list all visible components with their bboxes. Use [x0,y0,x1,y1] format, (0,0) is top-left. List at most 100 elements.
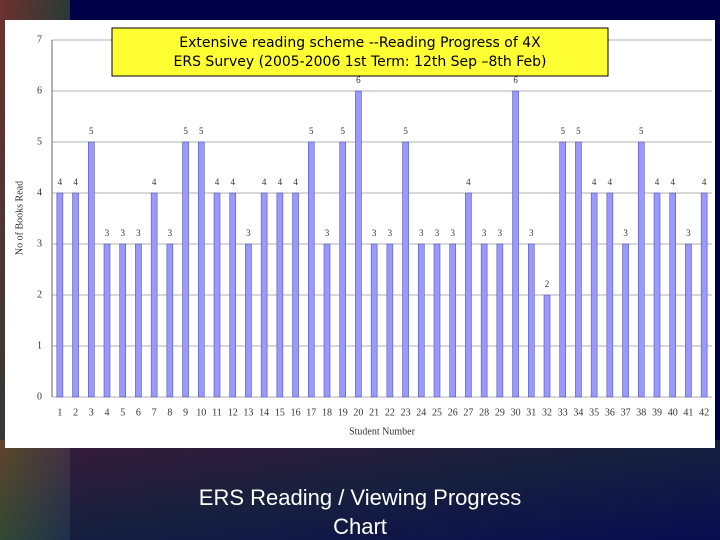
bar [669,192,677,398]
bar [213,192,221,398]
x-tick-label: 13 [243,407,253,418]
bar [87,141,95,398]
bar [496,243,504,398]
bar [637,141,645,398]
data-label: 5 [183,126,188,136]
x-tick-label: 16 [291,407,301,418]
x-tick-label: 7 [152,407,157,418]
x-tick-label: 21 [369,407,379,418]
data-label: 5 [199,126,204,136]
x-tick-label: 42 [699,407,709,418]
data-label: 5 [560,126,565,136]
x-tick-label: 4 [105,407,110,418]
x-tick-label: 27 [463,407,473,418]
data-label: 4 [73,177,78,187]
x-tick-label: 29 [495,407,505,418]
data-label: 4 [466,177,471,187]
bar [606,192,614,398]
data-label: 3 [686,228,691,238]
data-label: 5 [340,126,345,136]
x-tick-label: 33 [558,407,568,418]
bar [166,243,174,398]
data-label: 3 [120,228,125,238]
y-tick-label: 4 [37,187,42,198]
data-label: 3 [419,228,424,238]
x-tick-label: 14 [259,407,269,418]
data-label: 6 [513,75,518,85]
data-label: 3 [325,228,330,238]
bar [245,243,252,398]
y-tick-label: 6 [37,85,42,96]
data-label: 5 [309,126,314,136]
y-tick-label: 0 [37,391,42,402]
bar [622,243,629,398]
data-label: 4 [230,177,235,187]
x-tick-label: 32 [542,407,552,418]
x-tick-label: 8 [167,407,172,418]
bar [370,243,378,398]
x-tick-label: 15 [275,407,285,418]
chart-title: ERS Survey (2005-2006 1st Term: 12th Sep… [174,54,547,70]
x-tick-label: 23 [401,407,411,418]
data-label: 3 [105,228,110,238]
x-tick-label: 5 [120,407,125,418]
bar [559,141,567,398]
title-box [111,27,609,77]
data-label: 4 [293,177,298,187]
data-label: 5 [89,126,94,136]
bar [386,243,394,398]
bar [402,141,409,398]
x-tick-label: 2 [73,407,78,418]
bar [56,192,64,398]
x-tick-label: 12 [228,407,238,418]
x-tick-label: 37 [621,407,631,418]
bar [700,192,708,398]
decoration [0,440,720,540]
data-label: 3 [623,228,628,238]
data-label: 4 [278,177,283,187]
x-tick-label: 40 [668,407,678,418]
x-tick-label: 41 [683,407,693,418]
data-label: 4 [592,177,597,187]
y-tick-label: 2 [37,289,42,300]
data-label: 3 [450,228,455,238]
data-label: 4 [215,177,220,187]
x-tick-label: 1 [57,407,62,418]
x-tick-label: 20 [353,407,363,418]
data-label: 3 [498,228,503,238]
bar [543,294,551,398]
data-label: 4 [262,177,267,187]
data-label: 5 [639,126,644,136]
data-label: 4 [670,177,675,187]
bar [229,192,237,398]
chart-title: Extensive reading scheme --Reading Progr… [179,35,541,51]
data-label: 4 [608,177,613,187]
bar [527,243,535,398]
bar [323,243,331,398]
data-label: 3 [435,228,440,238]
data-label: 3 [136,228,141,238]
bar [575,141,582,398]
bar [292,192,299,398]
bar [197,141,205,398]
data-label: 4 [702,177,707,187]
data-label: 3 [168,228,173,238]
bar [135,243,142,398]
bar [449,243,457,398]
caption: Chart [333,514,387,539]
y-axis-label: No of Books Read [14,181,25,255]
bar [653,192,661,398]
bar [355,90,362,398]
bar [260,192,268,398]
bar [512,90,519,398]
x-tick-label: 22 [385,407,395,418]
x-tick-label: 3 [89,407,94,418]
bar [590,192,598,398]
x-tick-label: 11 [212,407,222,418]
x-tick-label: 28 [479,407,489,418]
bar [433,243,441,398]
x-tick-label: 26 [448,407,458,418]
y-tick-label: 7 [37,34,42,45]
bar [417,243,425,398]
